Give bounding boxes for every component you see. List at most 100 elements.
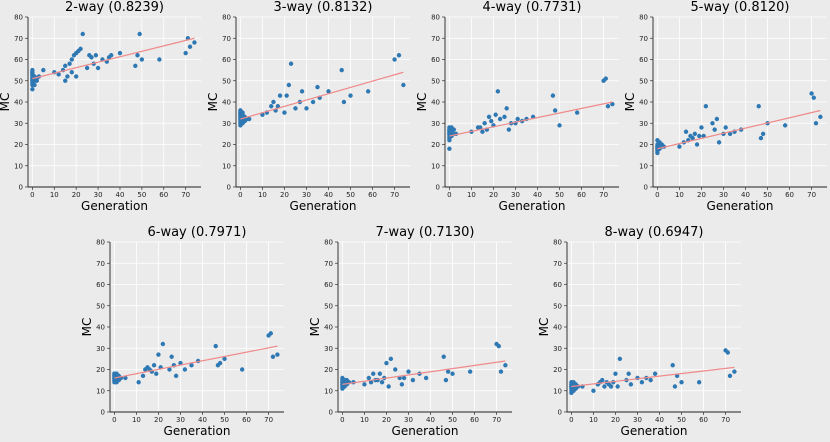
y-tick-label: 60: [324, 281, 333, 289]
data-point: [270, 354, 276, 359]
data-point: [396, 53, 402, 58]
y-tick-label: 70: [639, 35, 648, 43]
data-point: [183, 50, 188, 56]
y-tick-label: 10: [96, 387, 105, 395]
y-tick-label: 10: [222, 162, 231, 170]
data-point: [696, 380, 702, 385]
x-axis-label: Generation: [290, 199, 357, 213]
x-tick-label: 60: [368, 191, 377, 199]
y-tick-label: 50: [222, 77, 231, 85]
y-tick-label: 80: [96, 239, 105, 247]
data-point: [683, 129, 689, 134]
x-tick-label: 60: [699, 416, 708, 424]
data-point: [392, 57, 397, 62]
y-tick-label: 80: [222, 14, 231, 22]
y-tick-label: 30: [639, 120, 648, 128]
chart-title: 3-way (0.8132): [273, 0, 372, 15]
data-point: [240, 110, 245, 115]
y-tick-label: 10: [14, 162, 23, 170]
data-point: [574, 110, 580, 115]
data-point: [192, 40, 197, 45]
y-tick-label: 50: [431, 77, 440, 85]
data-point: [189, 363, 194, 368]
x-tick-label: 20: [382, 416, 391, 424]
x-axis-label: Generation: [164, 424, 231, 438]
data-point: [277, 93, 283, 98]
data-point: [615, 384, 620, 389]
y-tick-label: 0: [101, 409, 105, 417]
y-tick-label: 60: [96, 281, 105, 289]
x-tick-label: 0: [238, 191, 242, 199]
data-point: [401, 375, 407, 381]
data-point: [78, 46, 83, 52]
data-point: [401, 82, 406, 88]
x-tick-label: 30: [633, 416, 642, 424]
data-point: [284, 93, 289, 98]
data-point: [813, 121, 819, 126]
data-point: [626, 371, 631, 376]
y-axis-label: MC: [415, 93, 429, 112]
data-point: [80, 31, 85, 37]
x-tick-label: 70: [721, 416, 730, 424]
x-tick-label: 50: [137, 191, 146, 199]
data-point: [173, 373, 179, 379]
data-point: [732, 369, 737, 374]
data-point: [362, 382, 367, 387]
y-tick-label: 30: [553, 345, 562, 353]
x-tick-label: 70: [599, 191, 608, 199]
data-point: [69, 70, 74, 75]
x-tick-label: 50: [677, 416, 686, 424]
data-point: [304, 106, 309, 111]
data-point: [271, 99, 276, 105]
y-tick-label: 40: [431, 99, 440, 107]
y-tick-label: 70: [553, 260, 562, 268]
data-point: [154, 371, 159, 376]
data-point: [480, 129, 485, 134]
data-point: [365, 89, 371, 94]
data-point: [502, 114, 507, 120]
data-point: [450, 371, 455, 376]
data-point: [758, 135, 764, 141]
data-point: [445, 369, 451, 374]
data-point: [552, 108, 558, 113]
x-tick-label: 0: [112, 416, 116, 424]
data-point: [652, 371, 658, 376]
y-tick-label: 50: [324, 302, 333, 310]
data-point: [782, 123, 788, 128]
y-tick-label: 60: [222, 56, 231, 64]
y-axis-label: MC: [80, 318, 94, 337]
data-point: [496, 343, 501, 349]
data-point: [133, 63, 138, 69]
data-point: [600, 377, 605, 383]
y-axis-label: MC: [308, 318, 322, 337]
data-point: [467, 369, 473, 374]
data-point: [550, 93, 556, 98]
y-tick-label: 80: [553, 239, 562, 247]
data-point: [716, 140, 722, 145]
data-point: [443, 377, 449, 383]
chart-title: 5-way (0.8120): [690, 0, 789, 15]
data-point: [703, 104, 709, 109]
data-point: [377, 371, 383, 376]
data-point: [366, 375, 372, 381]
x-tick-label: 30: [94, 191, 103, 199]
data-point: [714, 116, 720, 122]
x-tick-label: 0: [340, 416, 344, 424]
data-point: [140, 373, 146, 379]
x-tick-label: 10: [589, 416, 598, 424]
x-tick-label: 60: [242, 416, 251, 424]
data-point: [239, 367, 245, 372]
data-point: [137, 31, 142, 37]
x-tick-label: 10: [258, 191, 267, 199]
regression-line: [32, 37, 195, 80]
x-tick-label: 70: [807, 191, 816, 199]
data-point: [694, 142, 700, 147]
y-tick-label: 50: [96, 302, 105, 310]
x-tick-label: 40: [198, 416, 207, 424]
data-point: [117, 50, 123, 56]
y-axis-label: MC: [206, 93, 220, 112]
data-point: [495, 89, 501, 94]
y-tick-label: 30: [222, 120, 231, 128]
x-tick-label: 40: [533, 191, 542, 199]
regression-line: [657, 109, 821, 150]
